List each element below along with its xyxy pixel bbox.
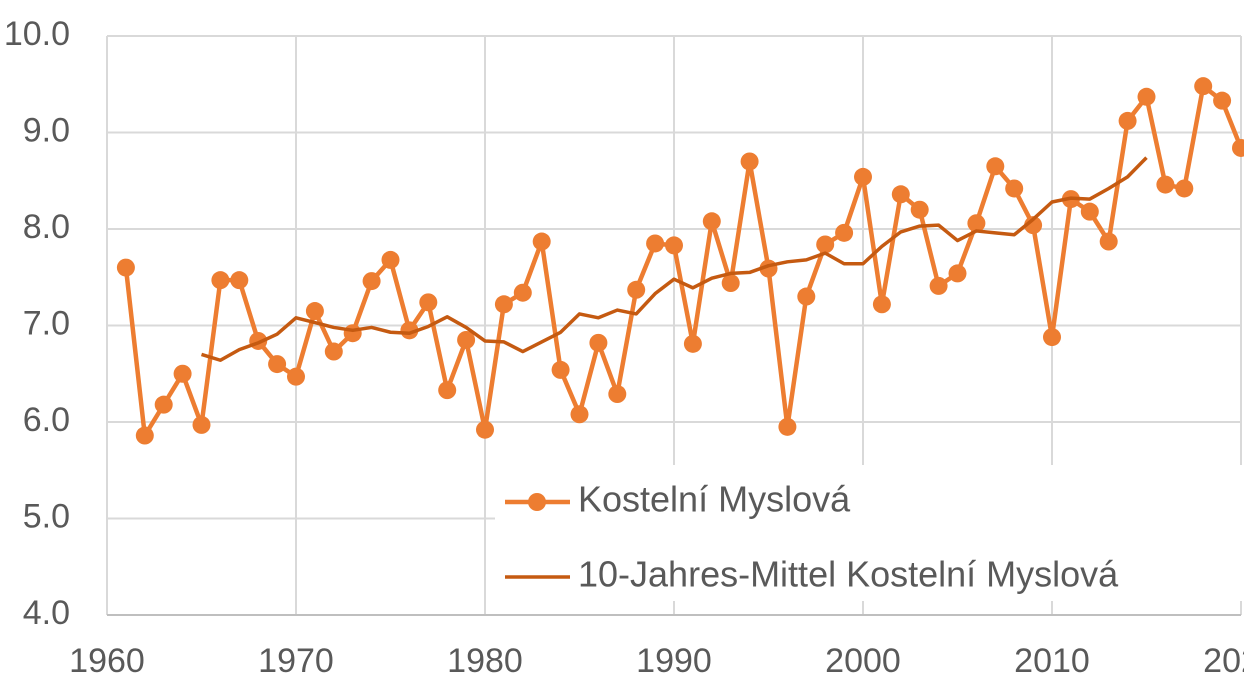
data-point <box>835 223 854 242</box>
data-point <box>1175 179 1194 198</box>
data-point <box>230 271 249 290</box>
data-point <box>1156 175 1175 194</box>
data-point <box>476 420 494 439</box>
data-point <box>948 264 967 283</box>
data-point <box>192 415 211 434</box>
data-point <box>381 250 400 269</box>
data-point <box>173 364 192 383</box>
legend-box <box>495 465 1244 601</box>
data-point <box>1232 138 1244 157</box>
data-point <box>268 355 287 374</box>
data-point <box>854 167 872 186</box>
data-point <box>287 367 305 386</box>
data-point <box>1080 202 1099 221</box>
data-point <box>702 212 721 231</box>
data-point <box>419 293 438 312</box>
legend-label: 10-Jahres-Mittel Kostelní Myslová <box>578 554 1119 595</box>
data-point <box>872 295 891 314</box>
data-point <box>740 152 759 171</box>
data-point <box>362 272 381 291</box>
data-point <box>400 321 419 340</box>
series-line <box>200 156 1148 362</box>
data-point <box>154 395 173 414</box>
data-point <box>324 342 343 361</box>
data-point <box>608 385 627 404</box>
legend-label: Kostelní Myslová <box>578 479 851 520</box>
data-point <box>1099 232 1118 251</box>
x-tick-label: 2010 <box>1014 642 1090 680</box>
x-tick-label: 2000 <box>825 642 901 680</box>
legend-marker <box>528 493 546 511</box>
x-tick-label: 1960 <box>69 642 145 680</box>
data-point <box>589 333 608 352</box>
data-point <box>683 334 702 353</box>
data-point <box>721 274 740 293</box>
data-point <box>627 280 646 299</box>
x-tick-label: 1970 <box>258 642 334 680</box>
data-point <box>116 258 135 277</box>
data-point <box>665 236 683 255</box>
data-point <box>1043 328 1061 347</box>
y-tick-label: 10.0 <box>4 15 70 53</box>
data-point <box>135 426 154 445</box>
data-point <box>532 232 551 251</box>
data-point <box>891 185 910 204</box>
data-point <box>305 302 324 321</box>
data-point <box>438 381 457 400</box>
y-tick-label: 7.0 <box>23 304 70 342</box>
data-point <box>986 157 1005 176</box>
data-point <box>1213 91 1232 110</box>
x-tick-label: 1990 <box>636 642 712 680</box>
data-point <box>967 214 986 233</box>
legend: Kostelní Myslová 10-Jahres-Mittel Kosteln… <box>495 465 1244 601</box>
y-tick-label: 4.0 <box>23 594 70 632</box>
data-point <box>457 330 476 349</box>
data-point <box>816 235 835 254</box>
data-point <box>1194 77 1213 96</box>
x-tick-label: 1980 <box>447 642 523 680</box>
data-point <box>494 295 513 314</box>
data-point <box>929 276 948 295</box>
data-point <box>778 417 797 436</box>
data-point <box>1118 111 1137 130</box>
data-point <box>551 360 570 379</box>
y-tick-label: 8.0 <box>23 208 70 246</box>
data-point <box>1024 216 1043 235</box>
data-point <box>797 287 816 306</box>
data-point <box>513 283 532 302</box>
data-point <box>910 200 929 219</box>
data-point <box>343 324 362 343</box>
y-tick-label: 5.0 <box>23 497 70 535</box>
data-point <box>1005 179 1024 198</box>
y-tick-label: 6.0 <box>23 401 70 439</box>
data-point <box>211 271 230 290</box>
data-point <box>646 234 665 253</box>
data-point <box>1137 87 1156 106</box>
y-tick-label: 9.0 <box>23 111 70 149</box>
data-point <box>570 405 589 424</box>
x-tick-label: 2020 <box>1203 642 1244 680</box>
